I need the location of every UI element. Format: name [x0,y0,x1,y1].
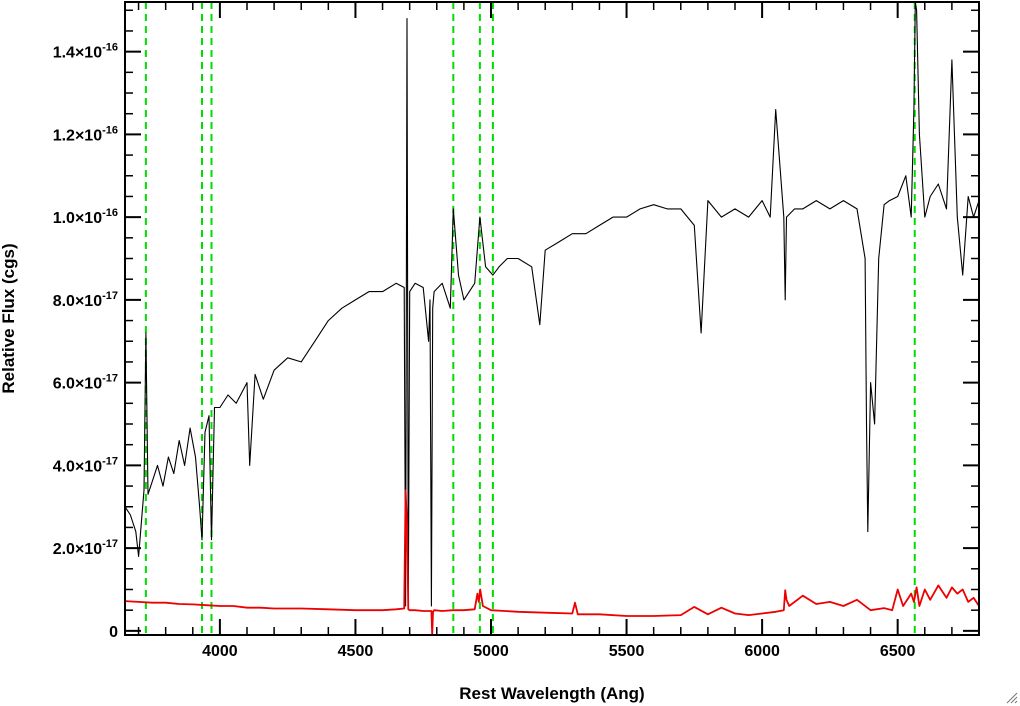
y-tick-label: 1.0×10-16 [53,207,118,227]
x-tick-label: 6000 [744,643,780,660]
plot-frame [124,1,980,636]
x-tick-label: 6500 [880,643,916,660]
y-tick-label: 0 [109,624,118,641]
y-tick-label: 4.0×10-17 [53,455,118,475]
tick-labels: 4000 4500 5000 5500 6000 6500 0 2.0×10-17 4.0×10… [53,42,916,660]
y-axis-title: Relative Flux (cgs) [0,243,18,393]
reference-lines [144,2,916,635]
y-tick-label: 1.4×10-16 [53,42,118,62]
y-tick-label: 8.0×10-17 [53,290,118,310]
spectrum-line [125,2,979,607]
y-tick-label: 2.0×10-17 [53,538,118,558]
x-tick-label: 5000 [473,643,509,660]
x-tick-label: 5500 [609,643,645,660]
series-layer [125,2,979,635]
x-tick-label: 4000 [202,643,238,660]
x-axis-title: Rest Wavelength (Ang) [459,684,644,703]
y-tick-label: 1.2×10-16 [53,124,118,144]
error-spectrum-line [125,489,979,635]
axis-ticks [125,2,980,635]
resize-grip-icon[interactable] [1004,690,1018,704]
y-tick-label: 6.0×10-17 [53,373,118,393]
x-tick-label: 4500 [338,643,374,660]
